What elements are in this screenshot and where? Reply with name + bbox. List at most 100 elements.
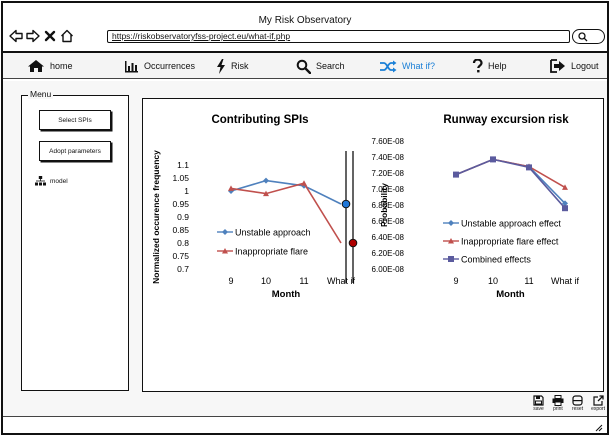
side-menu: Menu Select SPIs Adopt parameters model: [21, 89, 129, 391]
export-label: export: [591, 406, 605, 412]
reset-action[interactable]: reset: [572, 395, 583, 412]
chart-1-legend-label: Combined effects: [461, 255, 531, 265]
menu-item-occurrences[interactable]: Occurrences: [124, 58, 195, 74]
chart-1-xtick: What if: [551, 276, 580, 286]
printer-icon: [552, 395, 564, 406]
export-action[interactable]: export: [591, 395, 605, 412]
chart-1-legend-label: Unstable approach effect: [461, 219, 561, 229]
hierarchy-icon: [35, 176, 46, 186]
chart-1-legend-marker: [448, 220, 454, 226]
chart-0-legend-marker: [222, 229, 228, 235]
menu-label-home: home: [50, 61, 73, 71]
menu-label-occurrences: Occurrences: [144, 61, 196, 71]
select-spis-button[interactable]: Select SPIs: [39, 110, 111, 130]
menu-label-what-if: What if?: [402, 61, 436, 71]
content-area: Menu Select SPIs Adopt parameters model …: [3, 81, 607, 417]
chart-0-ylabel: Normalized occurence frequency: [151, 150, 161, 284]
chart-1-point: [490, 156, 496, 163]
url-input[interactable]: https://riskobservatoryfss-project.eu/wh…: [107, 30, 570, 43]
question-icon: [472, 59, 483, 73]
chart-0-series-line: [230, 182, 342, 244]
menu-label-logout: Logout: [571, 61, 599, 71]
chart-1-point: [562, 184, 568, 190]
chart-0-ytick: 1: [184, 186, 189, 196]
back-arrow-icon[interactable]: [9, 29, 23, 43]
chart-0-ytick: 0.95: [172, 199, 189, 209]
chart-0-title: Contributing SPIs: [211, 114, 308, 126]
chart-1-ytick: 6.60E-08: [372, 217, 405, 226]
menu-item-logout[interactable]: Logout: [550, 58, 599, 74]
save-label: save: [533, 406, 544, 412]
lightning-icon: [217, 58, 225, 74]
menu-item-risk[interactable]: Risk: [216, 58, 249, 74]
window-title: My Risk Observatory: [258, 15, 352, 26]
title-bar: My Risk Observatory https://riskobservat…: [3, 3, 607, 53]
chart-1-point: [562, 205, 568, 212]
chart-0-xtick: What if: [327, 276, 356, 286]
chart-0-point: [263, 177, 269, 184]
menu-label-risk: Risk: [231, 61, 249, 71]
side-menu-legend: Menu: [28, 89, 54, 99]
chart-1-xtick: 10: [488, 276, 498, 286]
chart-0-xtick: 10: [261, 276, 271, 286]
save-action[interactable]: save: [533, 395, 544, 412]
model-link-label: model: [50, 177, 68, 185]
chart-0-ytick: 0.8: [177, 238, 189, 248]
logout-icon: [550, 59, 565, 73]
browser-search-button[interactable]: [572, 29, 605, 44]
chart-1-ytick: 7.60E-08: [372, 137, 405, 146]
chart-1-ytick: 6.80E-08: [372, 201, 405, 210]
bar-chart-icon: [125, 60, 138, 72]
print-label: print: [553, 406, 563, 412]
chart-1-legend-label: Inappropriate flare effect: [461, 237, 559, 247]
reset-icon: [572, 395, 583, 406]
chart-1-xlabel: Month: [496, 289, 525, 300]
menu-label-help: Help: [488, 61, 507, 71]
chart-1-point: [453, 171, 459, 178]
chart-1-legend-marker: [448, 238, 454, 244]
forward-arrow-icon[interactable]: [26, 29, 40, 43]
chart-1-point: [562, 200, 568, 207]
chart-0-legend-label: Inappropriate flare: [235, 247, 308, 257]
chart-0-point: [228, 185, 234, 191]
chart-0-legend-label: Unstable approach: [235, 228, 311, 238]
charts-canvas: Contributing SPIs 1.1 1.05 1 0.95 0.9 0.85 0.8 0…: [151, 114, 580, 300]
model-link[interactable]: model: [35, 176, 68, 186]
chart-1-ytick: 7.40E-08: [372, 153, 405, 162]
print-action[interactable]: print: [552, 395, 564, 412]
chart-1-title: Runway excursion risk: [443, 114, 569, 126]
home-icon: [28, 60, 44, 72]
menu-item-what-if[interactable]: What if?: [379, 58, 435, 74]
resize-grip-icon[interactable]: [595, 424, 603, 432]
chart-1-point: [526, 164, 532, 171]
chart-1-series-line: [455, 158, 566, 204]
whatif-handle-flare: [348, 238, 358, 248]
adopt-parameters-button[interactable]: Adopt parameters: [39, 141, 111, 161]
menu-item-search[interactable]: Search: [296, 58, 345, 74]
chart-0-point: [263, 190, 269, 197]
chart-1-ytick: 6.20E-08: [372, 249, 405, 258]
chart-0-ytick: 1.05: [172, 173, 189, 183]
nav-buttons: [9, 29, 74, 43]
chart-1-ytick: 6.40E-08: [372, 233, 405, 242]
shuffle-icon: [380, 60, 397, 72]
reset-label: reset: [571, 406, 584, 412]
chart-0-ytick: 0.75: [172, 251, 189, 261]
chart-0-point: [301, 180, 307, 186]
save-icon: [533, 395, 544, 406]
menu-item-home[interactable]: home: [27, 58, 73, 74]
close-icon[interactable]: [43, 29, 57, 43]
search-icon: [578, 32, 588, 42]
chart-1-legend-marker: [448, 256, 454, 262]
chart-1-ylabel: Probability: [379, 183, 389, 227]
chart-0-ytick: 0.7: [177, 264, 189, 274]
chart-0-xtick: 9: [228, 276, 233, 286]
chart-1-ytick: 6.00E-08: [372, 265, 405, 274]
action-bar: save print reset export: [533, 395, 605, 412]
what-if-panel: Contributing SPIs 1.1 1.05 1 0.95 0.9 0.85 0.8 0…: [142, 98, 604, 392]
chart-0-series-line: [230, 179, 342, 205]
home-outline-icon[interactable]: [60, 29, 74, 43]
menu-item-help[interactable]: Help: [472, 58, 507, 74]
chart-0-ytick: 0.85: [172, 225, 189, 235]
